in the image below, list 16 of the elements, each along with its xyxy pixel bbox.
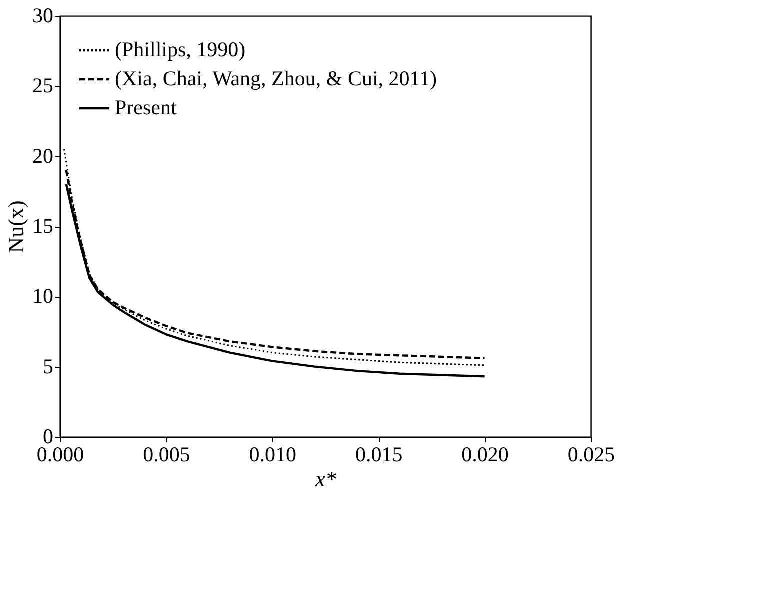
x-tick-label: 0.025 bbox=[568, 442, 616, 466]
y-tick-label: 10 bbox=[32, 284, 54, 308]
x-axis-title: x* bbox=[314, 466, 336, 492]
x-tick-label: 0.020 bbox=[462, 442, 509, 466]
y-tick-label: 25 bbox=[32, 74, 54, 98]
legend-label: (Phillips, 1990) bbox=[115, 38, 246, 62]
y-tick-label: 5 bbox=[43, 354, 54, 378]
y-tick-label: 20 bbox=[32, 144, 54, 168]
y-tick-label: 15 bbox=[32, 214, 54, 238]
x-tick-label: 0.015 bbox=[355, 442, 403, 466]
y-axis-title: Nu(x) bbox=[4, 200, 28, 254]
y-tick-label: 30 bbox=[32, 4, 54, 28]
legend-label: Present bbox=[115, 96, 177, 120]
x-tick-label: 0.005 bbox=[143, 442, 190, 466]
x-tick-label: 0.010 bbox=[249, 442, 297, 466]
legend-label: (Xia, Chai, Wang, Zhou, & Cui, 2011) bbox=[115, 66, 438, 90]
